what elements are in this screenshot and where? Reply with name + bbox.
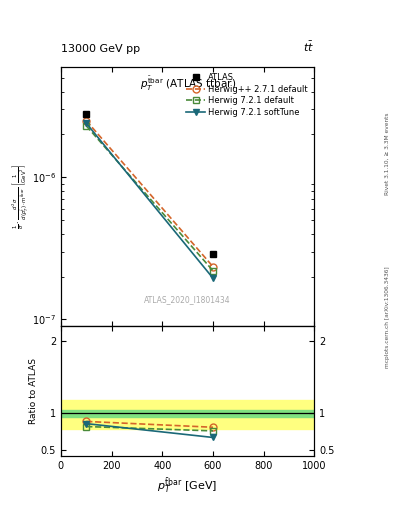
Y-axis label: Ratio to ATLAS: Ratio to ATLAS — [29, 358, 38, 424]
Y-axis label: $\frac{1}{\sigma}\cdot\frac{d^2\sigma}{d(p_T^{\bar{t}})\cdot m^{\bar{t}\mathrm{b: $\frac{1}{\sigma}\cdot\frac{d^2\sigma}{d… — [10, 164, 31, 229]
Line: Herwig++ 2.7.1 default: Herwig++ 2.7.1 default — [83, 117, 217, 270]
Text: $p_T^{\bar{\mathrm{t}}\mathrm{bar}}$ (ATLAS ttbar): $p_T^{\bar{\mathrm{t}}\mathrm{bar}}$ (AT… — [140, 74, 236, 93]
Herwig 7.2.1 default — [211, 268, 215, 274]
Bar — [61, 400, 314, 430]
Herwig 7.2.1 default — [84, 123, 89, 129]
Text: 13000 GeV pp: 13000 GeV pp — [61, 44, 140, 54]
Text: mcplots.cern.ch [arXiv:1306.3436]: mcplots.cern.ch [arXiv:1306.3436] — [385, 267, 389, 368]
ATLAS — [211, 251, 215, 257]
Line: ATLAS: ATLAS — [83, 110, 217, 257]
ATLAS — [84, 111, 89, 117]
Herwig++ 2.7.1 default — [84, 118, 89, 124]
Line: Herwig 7.2.1 default: Herwig 7.2.1 default — [83, 122, 217, 274]
Text: $t\bar{t}$: $t\bar{t}$ — [303, 39, 314, 54]
Herwig 7.2.1 softTune — [84, 120, 89, 126]
Text: Rivet 3.1.10, ≥ 3.3M events: Rivet 3.1.10, ≥ 3.3M events — [385, 112, 389, 195]
Line: Herwig 7.2.1 softTune: Herwig 7.2.1 softTune — [83, 120, 217, 282]
Herwig 7.2.1 softTune — [211, 275, 215, 281]
Legend: ATLAS, Herwig++ 2.7.1 default, Herwig 7.2.1 default, Herwig 7.2.1 softTune: ATLAS, Herwig++ 2.7.1 default, Herwig 7.… — [184, 71, 310, 119]
Text: ATLAS_2020_I1801434: ATLAS_2020_I1801434 — [144, 295, 231, 305]
X-axis label: $p^{\bar{\mathrm{t}}\mathrm{bar}}_T\ [\mathrm{GeV}]$: $p^{\bar{\mathrm{t}}\mathrm{bar}}_T\ [\m… — [158, 476, 218, 495]
Herwig++ 2.7.1 default — [211, 264, 215, 270]
Bar — [61, 410, 314, 417]
